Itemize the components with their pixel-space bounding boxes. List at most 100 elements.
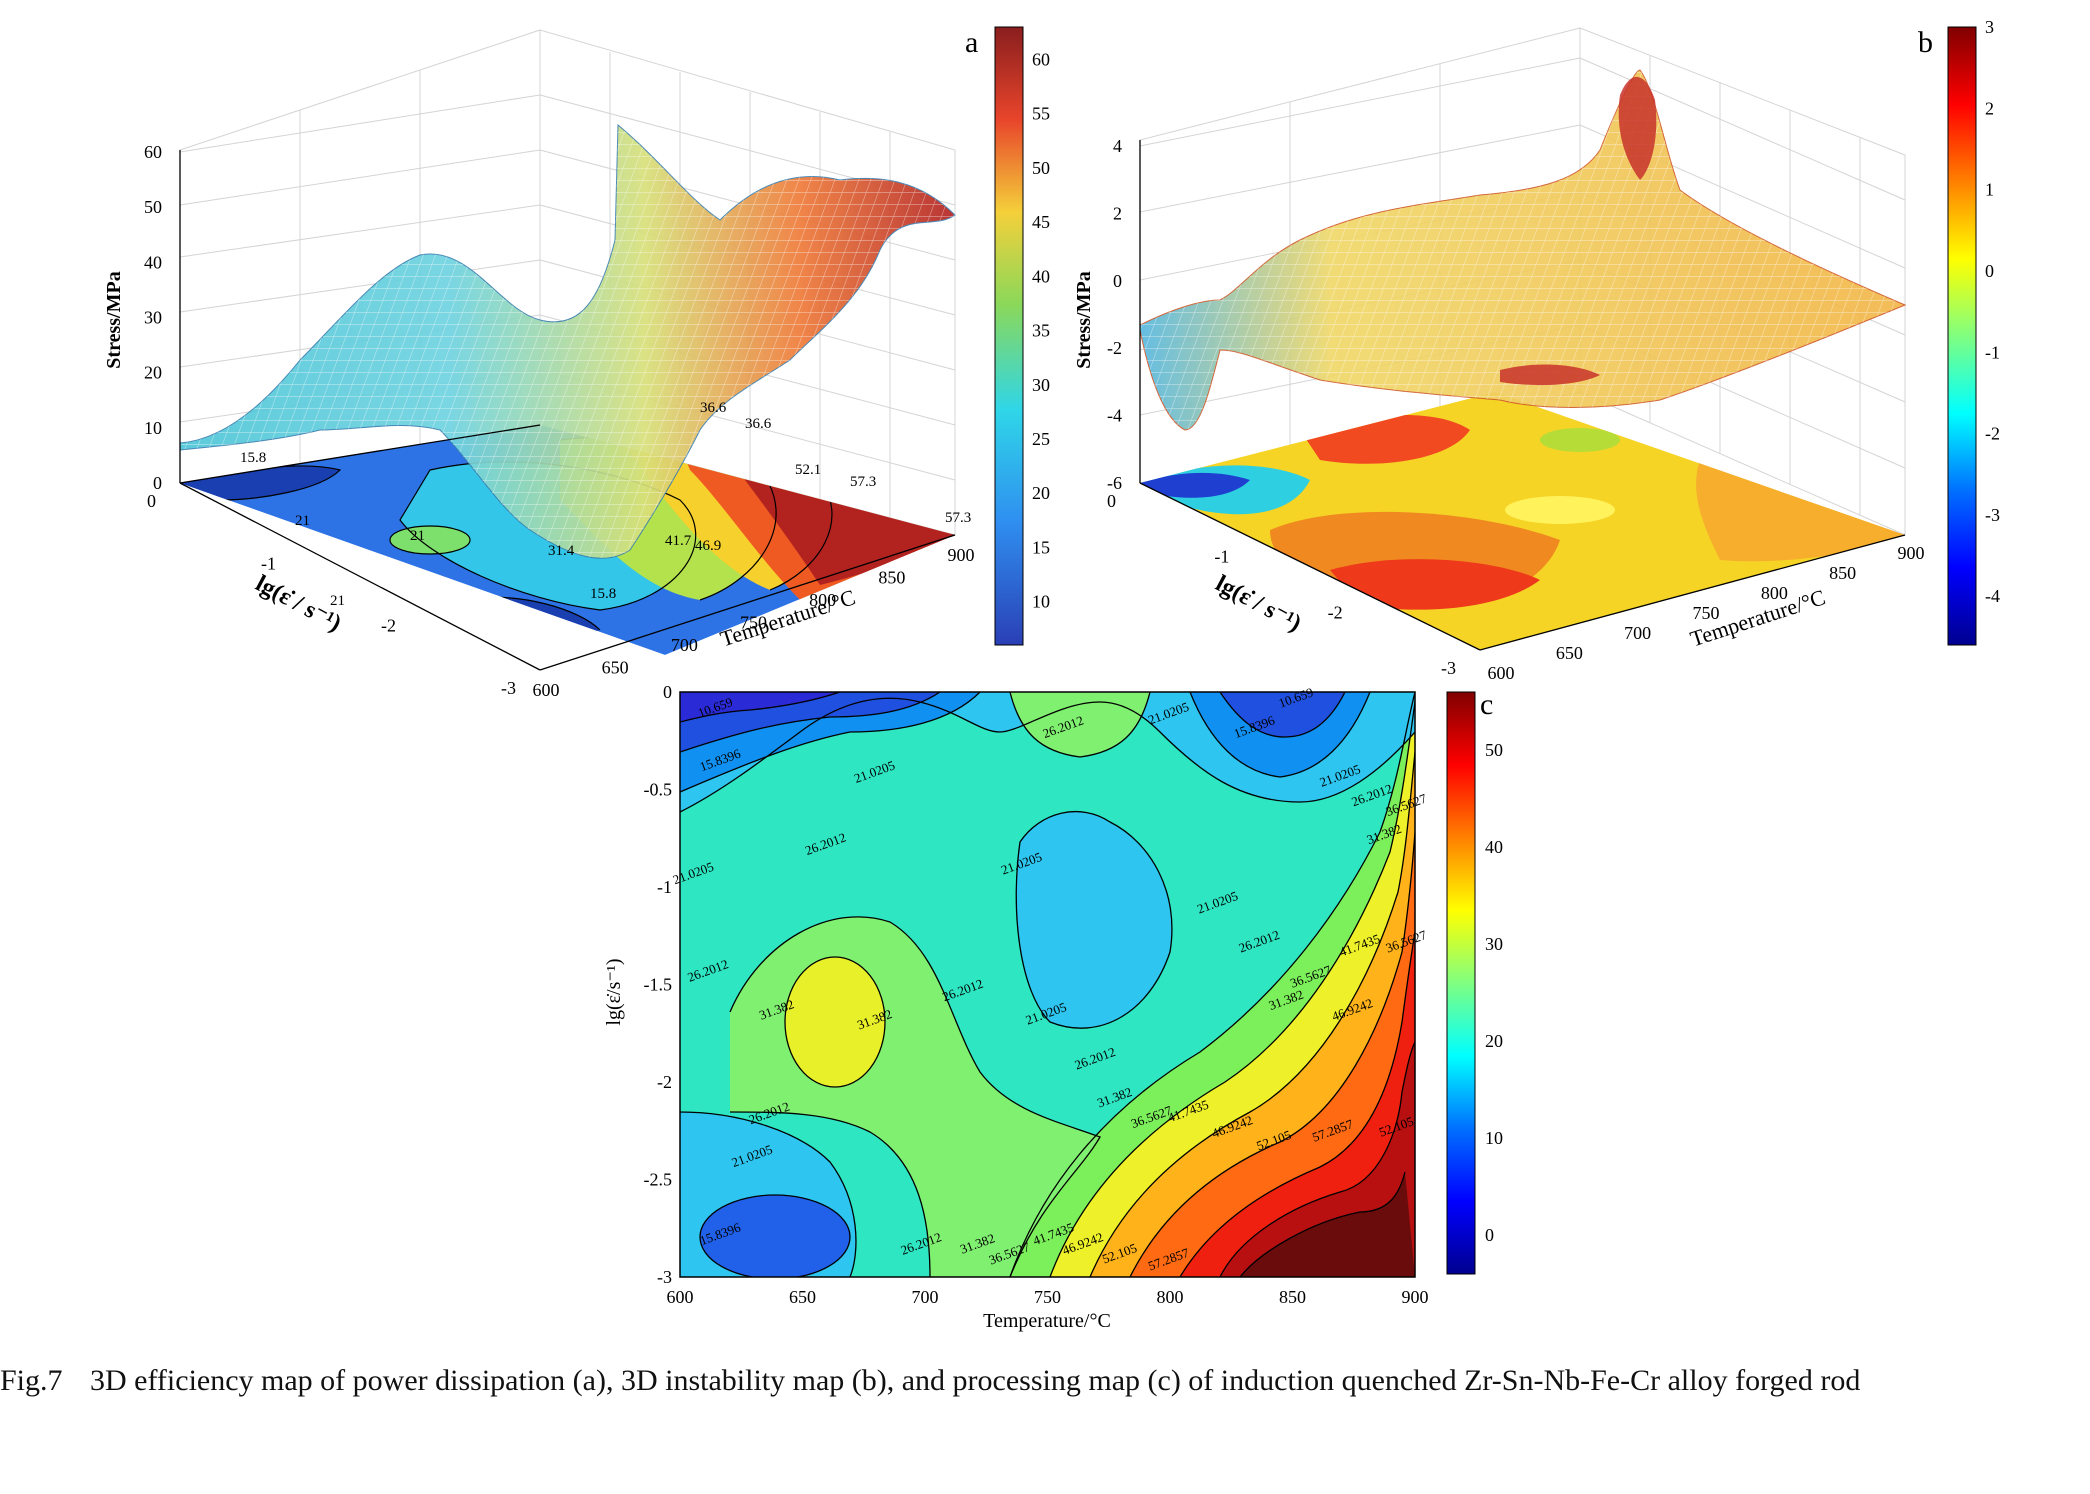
panel-b-x-tick: 650	[1556, 643, 1583, 663]
panel-a-z-tick: 60	[144, 142, 162, 162]
panel-a-contour-label: 41.7	[665, 533, 692, 549]
panel-c-y-tick: -2.5	[644, 1170, 673, 1190]
panel-a-z-tick: 10	[144, 418, 162, 438]
panel-b-label: b	[1918, 26, 1933, 59]
panel-b-z-ticks: -6 -4 -2 0 2 4	[1107, 136, 1122, 493]
panel-b-colorbar-tick: -4	[1985, 586, 2000, 606]
panel-a-contour-label: 46.9	[695, 538, 721, 554]
panel-a-contour-label: 36.6	[745, 416, 772, 432]
panel-a-colorbar-ticks: 10 15 20 25 30 35 40 45 50 55 60	[1032, 50, 1050, 612]
panel-b-colorbar-tick: 2	[1985, 98, 1994, 118]
panel-a-colorbar-tick: 35	[1032, 321, 1050, 341]
panel-b-x-tick: 900	[1898, 543, 1925, 563]
panel-b-x-tick: 700	[1624, 623, 1651, 643]
panel-a-z-tick: 30	[144, 308, 162, 328]
caption-number: Fig.7	[0, 1364, 63, 1397]
panel-c-colorbar-tick: 30	[1485, 934, 1503, 954]
panel-c-colorbar-tick: 20	[1485, 1031, 1503, 1051]
panel-a-colorbar-tick: 45	[1032, 212, 1050, 232]
panel-c-x-tick: 700	[912, 1287, 939, 1307]
panel-b-z-tick: 2	[1113, 203, 1122, 223]
panel-a-y-ticks: 0 -1 -2 -3	[147, 491, 516, 698]
panel-a-x-ticks: 600 650 700 750 800 850 900	[533, 545, 975, 700]
panel-a-x-tick: 750	[740, 613, 767, 633]
panel-a-label: a	[965, 26, 978, 59]
panel-a-contour-label: 21	[330, 593, 345, 609]
panel-a-colorbar-tick: 20	[1032, 483, 1050, 503]
panel-b-y-tick: -3	[1441, 658, 1456, 678]
panel-a-x-tick: 900	[948, 545, 975, 565]
panel-b-y-ticks: 0 -1 -2 -3	[1107, 491, 1456, 678]
panel-b-colorbar	[1947, 26, 1977, 646]
panel-a-contour-label: 15.8	[240, 450, 266, 466]
panel-c-colorbar-tick: 40	[1485, 837, 1503, 857]
panel-a-colorbar-tick: 25	[1032, 429, 1050, 449]
panel-a-colorbar-tick: 40	[1032, 266, 1050, 286]
panel-c-x-tick: 650	[789, 1287, 816, 1307]
panel-b-x-tick: 800	[1761, 583, 1788, 603]
panel-a-z-tick: 0	[153, 473, 162, 493]
panel-b-z-tick: -6	[1107, 473, 1122, 493]
panel-b-z-tick: -2	[1107, 338, 1122, 358]
panel-c-label: c	[1480, 688, 1493, 721]
panel-a-colorbar-tick: 60	[1032, 50, 1050, 70]
panel-b-colorbar-tick: -3	[1985, 505, 2000, 525]
panel-a-colorbar-tick: 50	[1032, 158, 1050, 178]
panel-b-colorbar-tick: 1	[1985, 180, 1994, 200]
panel-c-y-ticks: 0 -0.5 -1 -1.5 -2 -2.5 -3	[644, 682, 673, 1287]
panel-a-contour-label: 21	[410, 528, 425, 544]
panel-c-x-label: Temperature/°C	[983, 1310, 1111, 1332]
panel-a-x-tick: 700	[671, 635, 698, 655]
panel-a-z-tick: 20	[144, 363, 162, 383]
panel-c-x-tick: 850	[1279, 1287, 1306, 1307]
panel-a-x-tick: 650	[602, 658, 629, 678]
panel-b-x-tick: 850	[1829, 563, 1856, 583]
panel-a-z-label: Stress/MPa	[103, 271, 125, 368]
panel-c-colorbar-ticks: 50 40 30 20 10 0	[1485, 740, 1503, 1245]
panel-b-dip	[1500, 364, 1600, 386]
panel-b-colorbar-tick: -2	[1985, 424, 2000, 444]
panel-a-colorbar	[994, 26, 1024, 646]
panel-c-y-tick: -3	[657, 1267, 672, 1287]
panel-b-colorbar-tick: 3	[1985, 17, 1994, 37]
panel-c-contour-fill	[680, 692, 1415, 1277]
panel-a-x-tick: 600	[533, 680, 560, 700]
panel-b-z-label: Stress/MPa	[1073, 271, 1095, 368]
panel-c-y-tick: -1	[657, 877, 672, 897]
panel-b-z-tick: -4	[1107, 406, 1122, 426]
panel-a-z-ticks: 0 10 20 30 40 50 60	[144, 142, 162, 493]
panel-c-y-label: lg(ε̇/s⁻¹)	[603, 958, 625, 1025]
panel-c-x-tick: 600	[667, 1287, 694, 1307]
panel-a-contour-label: 57.3	[945, 510, 971, 526]
panel-c-x-tick: 800	[1157, 1287, 1184, 1307]
panel-c-colorbar	[1446, 691, 1476, 1275]
panel-a-contour-label: 21	[295, 513, 310, 529]
panel-a-contour-label: 52.1	[795, 462, 821, 478]
panel-b-axes	[1139, 140, 1906, 651]
panel-b-y-label: lg(ε̇ / s⁻¹)	[1211, 571, 1305, 638]
panel-a-x-tick: 850	[878, 568, 905, 588]
panel-a-colorbar-tick: 15	[1032, 537, 1050, 557]
panel-c-y-tick: -1.5	[644, 975, 673, 995]
panel-a-contour-label: 36.6	[700, 400, 727, 416]
panel-a-contour-label: 57.3	[850, 474, 876, 490]
panel-a-y-tick: -3	[501, 678, 516, 698]
panel-b-colorbar-ticks: 3 2 1 0 -1 -2 -3 -4	[1985, 17, 2000, 606]
panel-c-colorbar-tick: 0	[1485, 1225, 1494, 1245]
panel-a-y-tick: -2	[381, 616, 396, 636]
panel-c-contour-lines	[680, 692, 1415, 1277]
panel-b-y-tick: -2	[1328, 602, 1343, 622]
panel-a-z-tick: 40	[144, 252, 162, 272]
caption-text: 3D efficiency map of power dissipation (…	[90, 1364, 1861, 1397]
panel-a-z-tick: 50	[144, 197, 162, 217]
panel-b-y-tick: 0	[1107, 491, 1116, 511]
panel-a-x-tick: 800	[809, 590, 836, 610]
panel-a-contour-label: 31.4	[548, 543, 575, 559]
panel-a-colorbar-tick: 30	[1032, 375, 1050, 395]
panel-a-contour-label: 15.8	[590, 586, 616, 602]
panel-b-peak	[1618, 76, 1657, 180]
panel-b-floor-contour	[1140, 392, 1905, 650]
